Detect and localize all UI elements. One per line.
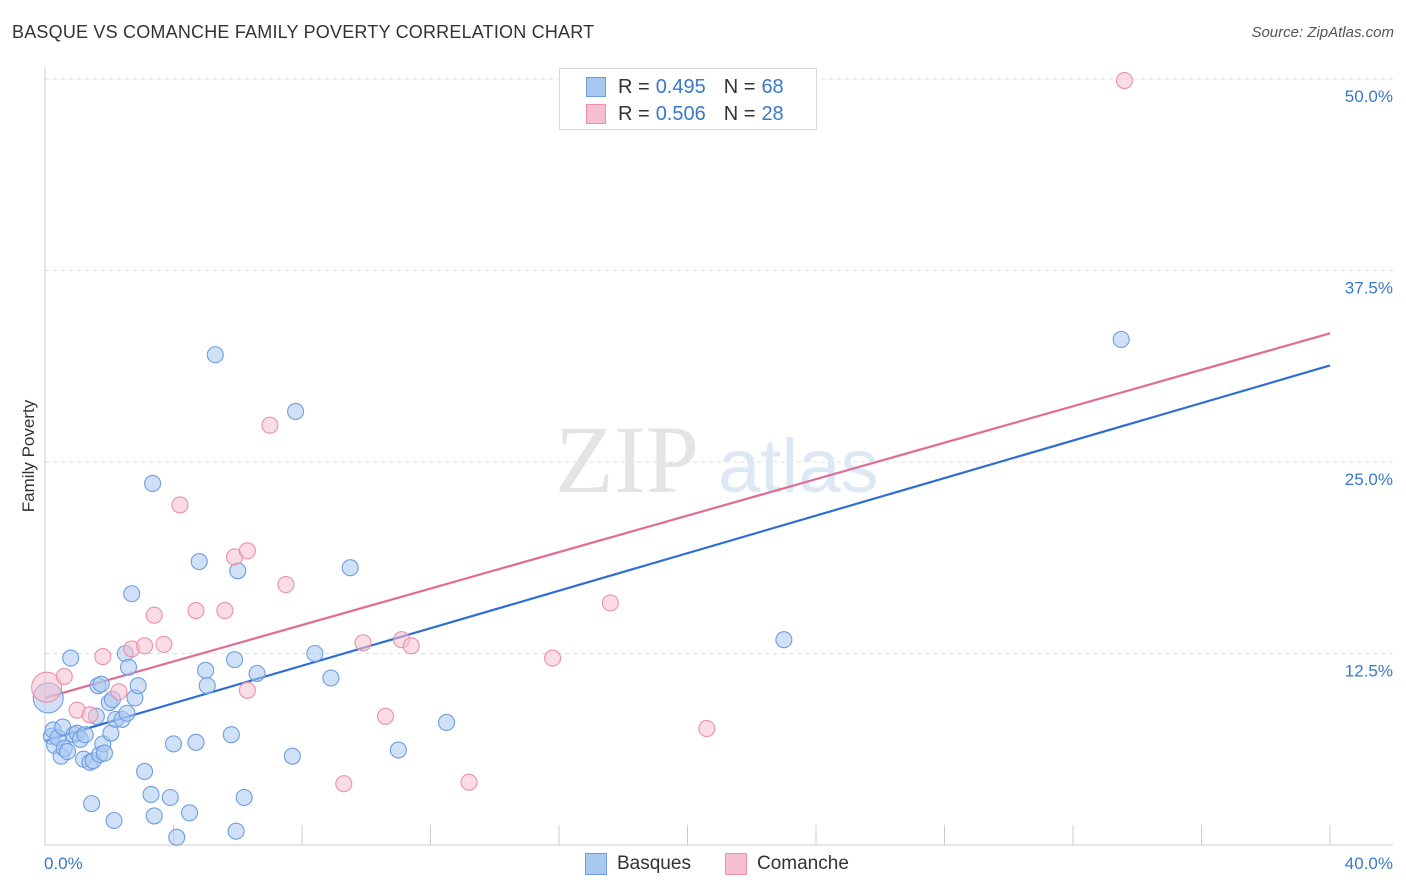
comanche-point — [601, 594, 619, 612]
comanche-point — [155, 635, 173, 653]
basques-point — [144, 474, 162, 492]
comanche-point — [544, 649, 562, 667]
comanche-point — [31, 671, 63, 703]
comanche-point — [238, 542, 256, 560]
y-tick-label: 25.0% — [1345, 470, 1393, 489]
y-tick-label: 37.5% — [1345, 279, 1393, 298]
x-tick-label-min: 0.0% — [44, 854, 83, 873]
comanche-point — [145, 606, 163, 624]
n-value: 68 — [761, 75, 784, 98]
basques-point — [118, 704, 136, 722]
basques-point — [206, 346, 224, 364]
basques-legend-label: Basques — [617, 853, 691, 874]
comanche-point — [110, 683, 128, 701]
comanche-point — [402, 637, 420, 655]
watermark: ZIP atlas — [555, 406, 879, 513]
basques-point — [222, 726, 240, 744]
comanche-point — [698, 720, 716, 738]
basques-point — [58, 742, 77, 761]
r-label: R = — [618, 102, 650, 125]
basques-point — [92, 675, 110, 693]
legend-item-basques: Basques — [585, 852, 691, 876]
chart-title: BASQUE VS COMANCHE FAMILY POVERTY CORREL… — [12, 22, 595, 42]
basques-point — [322, 669, 340, 687]
stats-legend: R = 0.495 N = 68 R = 0.506 N = 28 — [559, 68, 817, 130]
watermark-zip: ZIP — [555, 406, 699, 513]
x-tick-label-max: 40.0% — [1345, 854, 1393, 873]
comanche-point — [261, 416, 279, 434]
axis-layer: 12.5% 25.0% 37.5% 50.0% — [44, 67, 1393, 846]
basques-point — [76, 726, 94, 744]
basques-point — [62, 649, 80, 667]
basques-point — [123, 585, 141, 603]
comanche-point — [94, 648, 112, 666]
basques-point — [235, 788, 253, 807]
comanche-point — [216, 602, 234, 620]
comanche-point — [1115, 71, 1133, 90]
y-tick-label: 12.5% — [1345, 662, 1393, 681]
basques-point — [168, 828, 186, 846]
basques-point — [227, 822, 245, 840]
n-label: N = — [723, 75, 756, 98]
watermark-atlas: atlas — [718, 424, 879, 509]
basques-point — [306, 644, 324, 663]
grid-layer — [45, 78, 1393, 654]
basques-point — [1112, 330, 1130, 348]
basques-point — [283, 747, 301, 765]
basques-point — [129, 677, 147, 695]
comanche-point — [55, 667, 73, 686]
legend-row-basques: R = 0.495 N = 68 — [586, 75, 784, 99]
r-value: 0.506 — [655, 102, 706, 125]
basques-point — [287, 402, 305, 420]
basques-point — [248, 664, 266, 682]
comanche-point — [335, 775, 353, 793]
n-label: N = — [723, 102, 756, 125]
comanche-point — [376, 707, 395, 725]
comanche-point — [354, 634, 372, 652]
points-layer — [31, 71, 1133, 846]
basques-point — [181, 804, 199, 822]
basques-point — [161, 788, 179, 807]
comanche-point — [136, 637, 154, 655]
legend-item-comanche: Comanche — [725, 852, 849, 876]
comanche-swatch — [586, 104, 606, 124]
basques-point — [145, 807, 163, 825]
basques-point — [83, 795, 101, 813]
comanche-trend-line — [44, 332, 1331, 699]
basques-point — [225, 651, 244, 669]
basques-point — [187, 733, 205, 751]
basques-point — [197, 661, 215, 679]
basques-point — [341, 559, 359, 577]
basques-point — [119, 658, 138, 676]
source-label: Source: ZipAtlas.com — [1251, 24, 1394, 41]
comanche-point — [277, 576, 295, 594]
comanche-point — [238, 681, 256, 699]
comanche-point — [171, 496, 189, 514]
comanche-legend-label: Comanche — [757, 853, 849, 874]
basques-point — [190, 553, 208, 571]
y-tick-label: 50.0% — [1345, 87, 1393, 106]
trend-layer — [44, 332, 1331, 742]
n-value: 28 — [761, 102, 784, 125]
r-label: R = — [618, 75, 650, 98]
basques-point — [198, 677, 216, 695]
basques-point — [95, 744, 113, 762]
comanche-legend-swatch — [725, 853, 747, 875]
basques-point — [136, 762, 154, 781]
basques-point — [105, 811, 123, 830]
basques-point — [438, 713, 456, 731]
y-axis-title: Family Poverty — [19, 399, 38, 512]
comanche-point — [187, 602, 205, 620]
basques-point — [775, 631, 793, 649]
r-value: 0.495 — [655, 75, 706, 98]
comanche-point — [81, 706, 99, 724]
legend-row-comanche: R = 0.506 N = 28 — [586, 102, 784, 126]
basques-point — [142, 785, 160, 803]
basques-legend-swatch — [585, 853, 607, 875]
basques-point — [164, 735, 183, 753]
comanche-point — [460, 773, 478, 791]
basques-point — [389, 741, 407, 759]
basques-swatch — [586, 77, 606, 97]
